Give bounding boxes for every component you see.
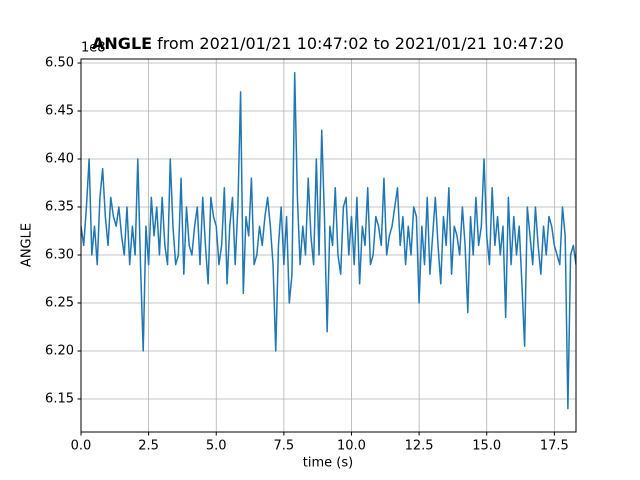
- x-tick-label: 12.5: [405, 439, 434, 454]
- y-tick-label: 6.45: [45, 104, 74, 119]
- x-tick-label: 17.5: [540, 439, 569, 454]
- y-tick-label: 6.40: [45, 152, 74, 167]
- x-tick-label: 0.0: [71, 439, 92, 454]
- y-tick-label: 6.20: [45, 343, 74, 358]
- y-tick-label: 6.35: [45, 200, 74, 215]
- y-tick-label: 6.30: [45, 248, 74, 263]
- y-tick-label: 6.50: [45, 56, 74, 71]
- x-tick-label: 10.0: [337, 439, 366, 454]
- x-tick-label: 5.0: [206, 439, 227, 454]
- x-tick-label: 15.0: [472, 439, 501, 454]
- y-tick-label: 6.25: [45, 295, 74, 310]
- plot-area: [81, 71, 576, 410]
- x-tick-label: 2.5: [138, 439, 159, 454]
- x-axis-label: time (s): [303, 456, 353, 471]
- axes-frame: [80, 58, 577, 433]
- title-rest: from 2021/01/21 10:47:02 to 2021/01/21 1…: [157, 34, 564, 53]
- y-tick-label: 6.15: [45, 391, 74, 406]
- x-tick-label: 7.5: [274, 439, 295, 454]
- y-offset-label: 1e8: [81, 41, 106, 56]
- title-bold: ANGLE: [92, 34, 152, 53]
- chart-title: ANGLE from 2021/01/21 10:47:02 to 2021/01…: [92, 34, 564, 53]
- data-line: [81, 71, 576, 410]
- y-axis-label: ANGLE: [20, 223, 35, 267]
- ticks: 0.0 2.5 5.0 7.5 10.0 12.5 15.0 17.5 6.15 6.20 6.25…: [45, 56, 569, 454]
